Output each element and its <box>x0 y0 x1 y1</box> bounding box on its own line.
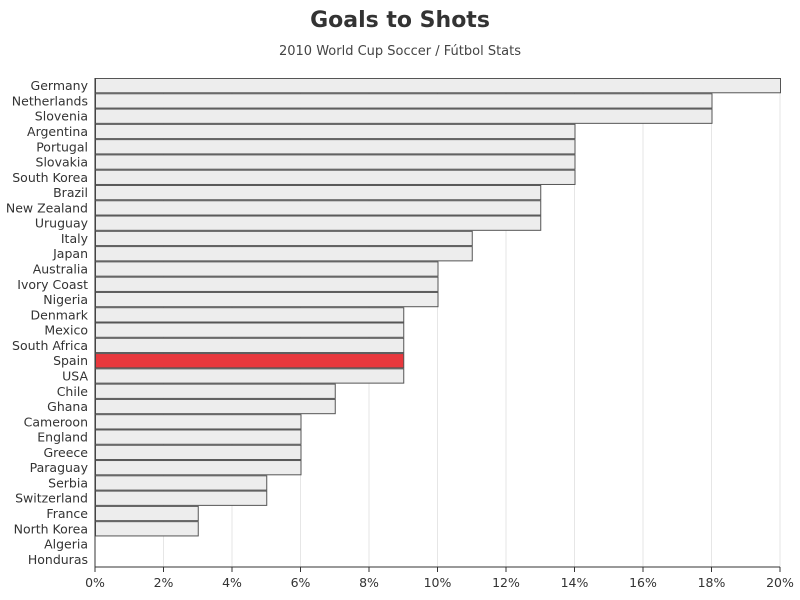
category-label-cameroon: Cameroon <box>24 414 88 429</box>
bar-denmark <box>95 307 405 323</box>
x-tick-label-10: 10% <box>424 575 452 590</box>
x-tick-label-4: 4% <box>222 575 242 590</box>
bar-south-korea <box>95 169 576 185</box>
category-label-argentina: Argentina <box>27 124 88 139</box>
bar-serbia <box>95 475 268 491</box>
x-tick-label-2: 2% <box>154 575 174 590</box>
bar-nigeria <box>95 291 439 308</box>
category-label-portugal: Portugal <box>36 139 88 154</box>
category-label-mexico: Mexico <box>44 323 88 338</box>
category-label-switzerland: Switzerland <box>15 491 88 506</box>
category-label-uruguay: Uruguay <box>35 216 89 231</box>
bar-mexico <box>95 322 405 338</box>
category-label-england: England <box>37 430 88 445</box>
category-label-new-zealand: New Zealand <box>6 200 88 215</box>
bar-north-korea <box>95 521 199 537</box>
category-label-brazil: Brazil <box>53 185 88 200</box>
bar-ghana <box>95 398 336 415</box>
chart-title: Goals to Shots <box>310 8 490 33</box>
category-label-ghana: Ghana <box>47 399 88 414</box>
category-label-algeria: Algeria <box>44 537 88 552</box>
bar-japan <box>95 246 473 262</box>
category-label-usa: USA <box>62 368 88 383</box>
bar-spain <box>95 353 405 369</box>
category-label-south-africa: South Africa <box>12 338 88 353</box>
bar-south-africa <box>95 337 405 354</box>
bar-new-zealand <box>95 200 542 216</box>
x-tick-label-6: 6% <box>291 575 311 590</box>
bar-italy <box>95 230 473 247</box>
category-label-honduras: Honduras <box>28 552 88 567</box>
bar-uruguay <box>95 215 542 231</box>
category-label-nigeria: Nigeria <box>43 292 88 307</box>
x-tick-label-0: 0% <box>85 575 105 590</box>
category-label-slovenia: Slovenia <box>35 109 88 124</box>
category-label-slovakia: Slovakia <box>36 155 88 170</box>
x-tick-label-20: 20% <box>766 575 794 590</box>
bar-greece <box>95 444 302 461</box>
bar-netherlands <box>95 93 713 109</box>
bar-germany <box>95 78 781 94</box>
category-label-denmark: Denmark <box>31 307 89 322</box>
bars <box>95 78 781 537</box>
category-label-japan: Japan <box>52 246 88 261</box>
category-label-south-korea: South Korea <box>12 170 88 185</box>
category-label-serbia: Serbia <box>48 475 88 490</box>
bar-ivory-coast <box>95 276 439 292</box>
chart-subtitle: 2010 World Cup Soccer / Fútbol Stats <box>278 44 522 59</box>
category-label-germany: Germany <box>31 78 89 93</box>
bar-england <box>95 429 302 445</box>
category-label-italy: Italy <box>61 231 89 246</box>
category-label-france: France <box>46 506 88 521</box>
bar-slovenia <box>95 108 713 124</box>
bar-brazil <box>95 184 542 201</box>
category-label-greece: Greece <box>44 445 89 460</box>
category-label-north-korea: North Korea <box>14 521 88 536</box>
category-label-netherlands: Netherlands <box>12 93 88 108</box>
category-label-spain: Spain <box>53 353 88 368</box>
x-tick-label-12: 12% <box>492 575 520 590</box>
bar-chile <box>95 383 336 399</box>
category-label-chile: Chile <box>57 384 89 399</box>
bar-france <box>95 505 199 522</box>
x-tick-label-8: 8% <box>359 575 379 590</box>
bar-argentina <box>95 123 576 140</box>
x-tick-labels: 0% 2% 4% 6% 8% 10% 12% 14% 16% 18% 20% <box>85 567 794 590</box>
x-tick-label-16: 16% <box>629 575 657 590</box>
bar-portugal <box>95 139 576 155</box>
bar-switzerland <box>95 490 268 506</box>
x-tick-label-14: 14% <box>561 575 589 590</box>
category-labels: GermanyNetherlandsSloveniaArgentinaPortu… <box>6 78 89 567</box>
category-label-ivory-coast: Ivory Coast <box>17 277 88 292</box>
category-label-paraguay: Paraguay <box>30 460 89 475</box>
bar-usa <box>95 368 405 384</box>
x-tick-label-18: 18% <box>698 575 726 590</box>
category-label-australia: Australia <box>33 262 88 277</box>
bar-cameroon <box>95 414 302 430</box>
bar-slovakia <box>95 154 576 170</box>
bar-paraguay <box>95 460 302 476</box>
bar-australia <box>95 261 439 277</box>
